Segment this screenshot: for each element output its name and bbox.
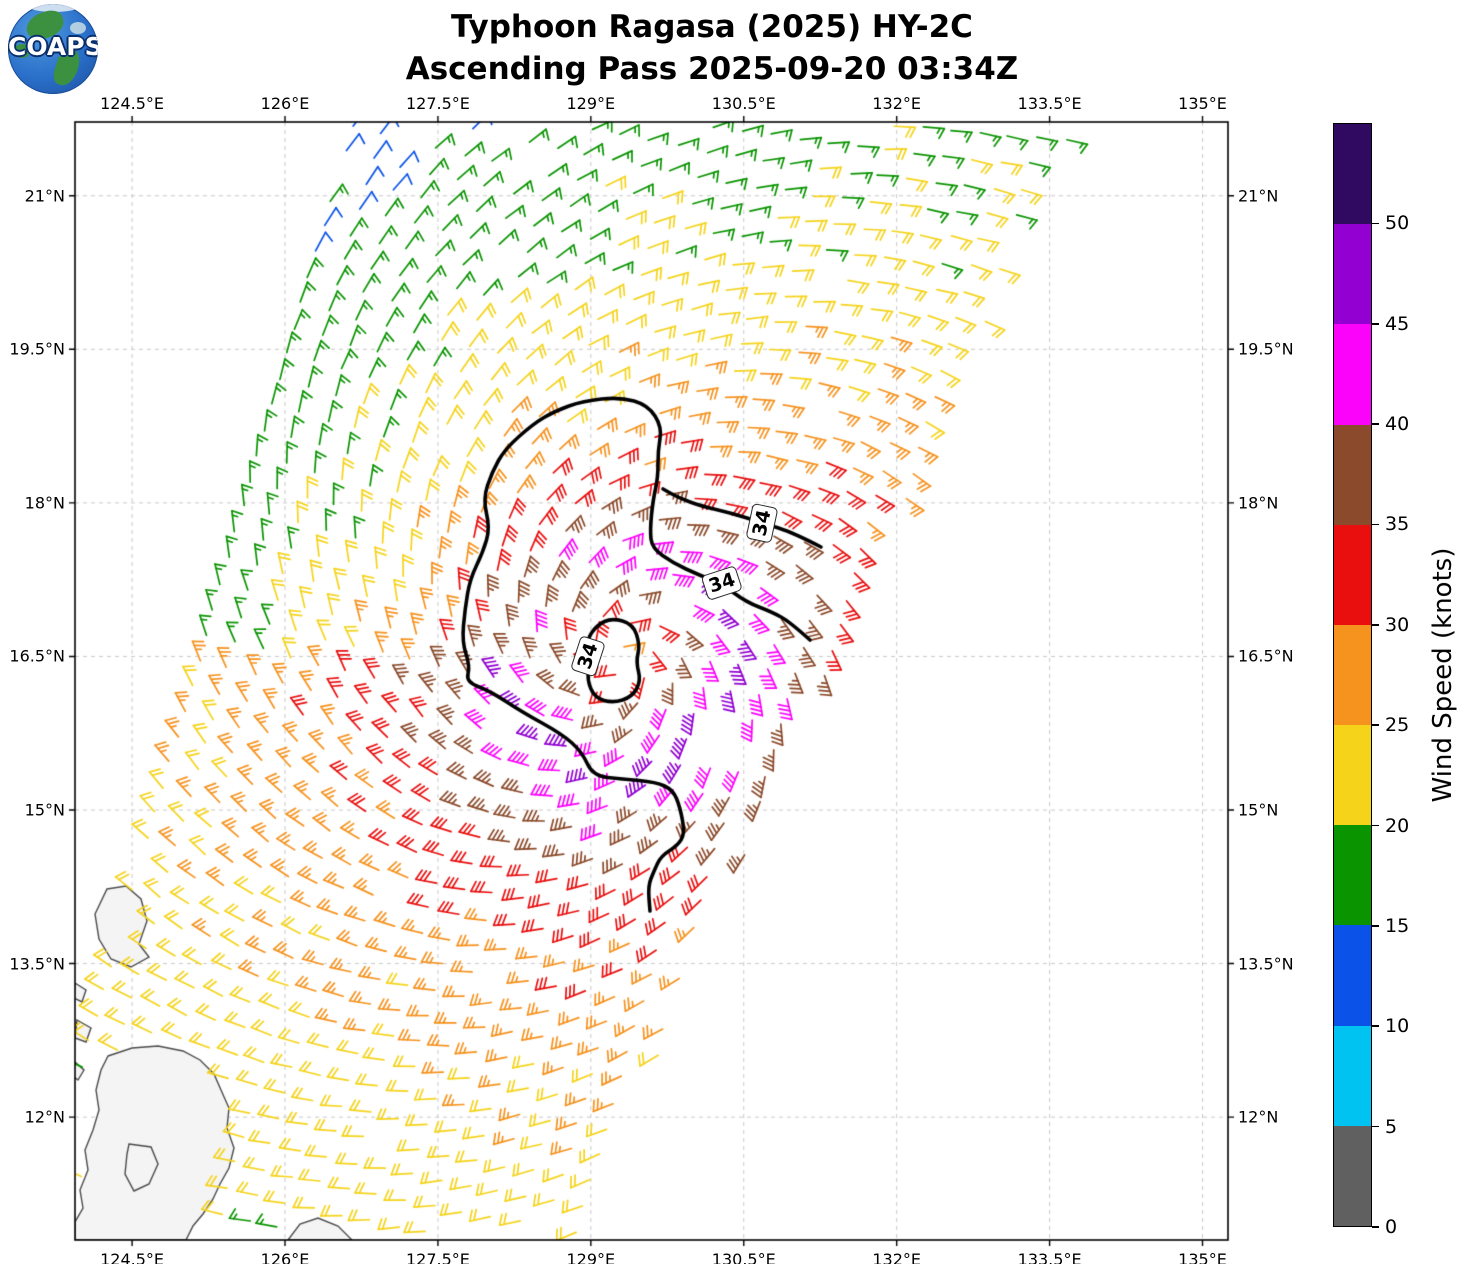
x-tick-label-top: 127.5°E (405, 94, 470, 113)
coaps-logo: COAPS (8, 4, 98, 94)
colorbar-tick (1372, 322, 1379, 325)
logo-cloud (70, 22, 86, 34)
colorbar-tick-label: 30 (1385, 613, 1410, 636)
y-tick-label-right: 21°N (1238, 186, 1279, 206)
colorbar-tick (1372, 1025, 1379, 1028)
y-tick-label-right: 12°N (1238, 1107, 1279, 1127)
y-tick-label-right: 13.5°N (1238, 954, 1294, 974)
y-tick-label-left: 19.5°N (9, 339, 65, 359)
colorbar-tick-label: 45 (1385, 312, 1410, 335)
colorbar-tick (1372, 824, 1379, 827)
x-tick-label-bottom: 133.5°E (1017, 1250, 1082, 1264)
colorbar-axis-label: Wind Speed (knots) (1428, 547, 1458, 803)
x-tick-label-bottom: 130.5°E (711, 1250, 776, 1264)
colorbar-segment-20-25 (1334, 725, 1371, 826)
y-tick-label-right: 19.5°N (1238, 339, 1294, 359)
x-tick-label-top: 124.5°E (100, 94, 165, 113)
y-tick-label-left: 16.5°N (9, 646, 65, 666)
colorbar-tick (1372, 523, 1379, 526)
colorbar-segment-30-35 (1334, 524, 1371, 625)
colorbar-segment-15-20 (1334, 825, 1371, 926)
y-tick-label-left: 15°N (24, 800, 65, 820)
x-tick-label-top: 132°E (872, 94, 921, 113)
colorbar-segment-10-15 (1334, 925, 1371, 1026)
y-tick-label-left: 21°N (24, 186, 65, 206)
colorbar-tick-label: 50 (1385, 212, 1410, 235)
colorbar-tick-label: 0 (1385, 1216, 1398, 1238)
logo-text: COAPS (8, 32, 98, 61)
colorbar-tick-label: 10 (1385, 1015, 1410, 1038)
title-line-2: Ascending Pass 2025-09-20 03:34Z (405, 51, 1019, 87)
colorbar-tick-label: 15 (1385, 914, 1410, 937)
colorbar-tick-label: 40 (1385, 413, 1410, 436)
colorbar (1333, 123, 1372, 1227)
title-line-1: Typhoon Ragasa (2025) HY-2C (451, 9, 973, 45)
colorbar-tick (1372, 222, 1379, 225)
y-tick-label-right: 18°N (1238, 493, 1279, 513)
colorbar-tick (1372, 1226, 1379, 1228)
y-tick-label-left: 12°N (24, 1107, 65, 1127)
y-tick-label-left: 18°N (24, 493, 65, 513)
logo-globe-art (28, 4, 80, 12)
logo-continent (14, 44, 30, 58)
colorbar-segment-35-40 (1334, 424, 1371, 525)
colorbar-segment-40-45 (1334, 324, 1371, 425)
colorbar-tick (1372, 423, 1379, 425)
x-tick-label-bottom: 132°E (872, 1250, 921, 1264)
y-tick-label-right: 16.5°N (1238, 646, 1294, 666)
colorbar-tick-label: 5 (1385, 1115, 1398, 1138)
colorbar-tick-label: 35 (1385, 513, 1410, 536)
colorbar-tick-label: 25 (1385, 714, 1410, 737)
x-tick-label-bottom: 129°E (566, 1250, 616, 1264)
x-tick-label-bottom: 124.5°E (100, 1250, 165, 1264)
colorbar-segment-5-10 (1334, 1025, 1371, 1126)
colorbar-segment-50-55 (1334, 123, 1371, 225)
x-tick-label-top: 135°E (1178, 94, 1227, 113)
colorbar-segment-25-30 (1334, 624, 1371, 726)
colorbar-tick (1372, 925, 1379, 927)
x-tick-label-bottom: 127.5°E (405, 1250, 470, 1264)
x-tick-label-top: 126°E (260, 94, 310, 113)
colorbar-tick (1372, 724, 1379, 726)
x-tick-label-top: 129°E (566, 94, 616, 113)
x-tick-label-bottom: 135°E (1178, 1250, 1227, 1264)
x-tick-label-top: 133.5°E (1017, 94, 1082, 113)
x-tick-label-bottom: 126°E (260, 1250, 310, 1264)
colorbar-tick (1372, 624, 1379, 626)
y-tick-label-left: 13.5°N (9, 954, 65, 974)
colorbar-tick (1372, 1125, 1379, 1128)
colorbar-tick-label: 20 (1385, 814, 1410, 837)
y-tick-label-right: 15°N (1238, 800, 1279, 820)
colorbar-segment-45-50 (1334, 224, 1371, 325)
chart-title: Typhoon Ragasa (2025) HY-2C Ascending Pa… (0, 6, 1424, 90)
x-tick-label-top: 130.5°E (711, 94, 776, 113)
colorbar-segment-0-5 (1334, 1125, 1371, 1226)
